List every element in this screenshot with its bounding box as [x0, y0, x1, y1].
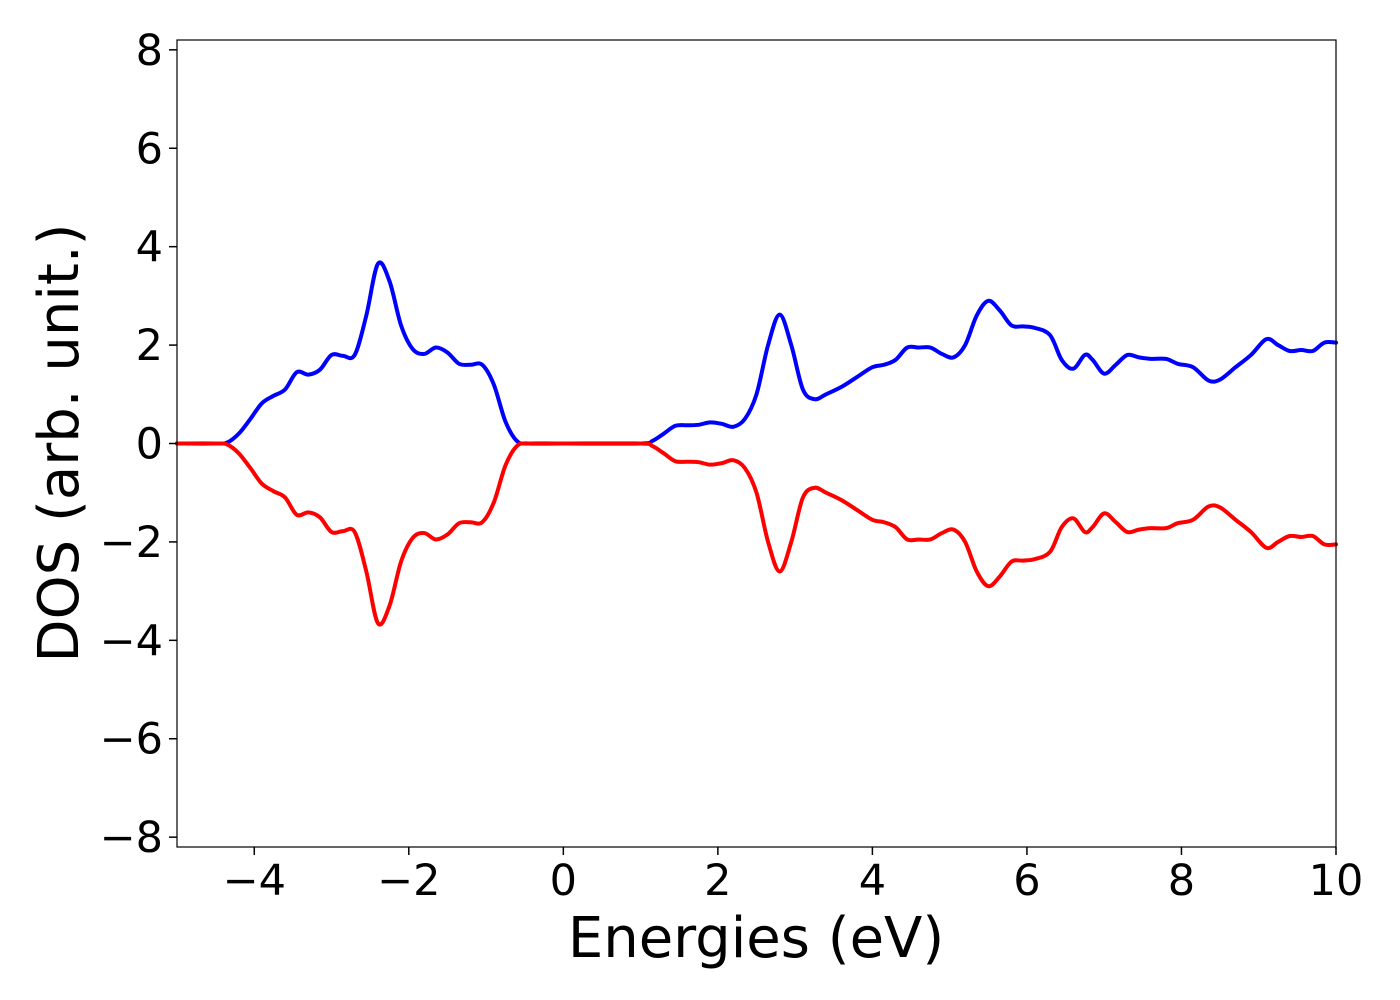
y-axis-ticks: 8 6 4 2 0 −2 −4 −6 −8 — [100, 26, 177, 863]
y-tick-label: −6 — [100, 715, 163, 765]
y-tick-label: −8 — [100, 813, 163, 863]
y-tick-label: 8 — [136, 26, 163, 76]
y-tick-label: −4 — [100, 616, 163, 666]
x-tick-label: −4 — [223, 856, 286, 906]
y-tick-label: −2 — [100, 518, 163, 568]
x-tick-label: 0 — [550, 856, 577, 906]
x-tick-label: 2 — [704, 856, 731, 906]
x-tick-label: 10 — [1309, 856, 1364, 906]
dos-spin-up-line — [175, 260, 1338, 446]
x-tick-label: 8 — [1168, 856, 1195, 906]
y-tick-label: 6 — [136, 124, 163, 174]
dos-spin-down-line — [175, 441, 1338, 627]
series-layer — [175, 260, 1338, 627]
y-tick-label: 4 — [136, 223, 163, 273]
x-axis-ticks: −4 −2 0 2 4 6 8 10 — [223, 847, 1364, 906]
y-tick-label: 0 — [136, 420, 163, 470]
x-tick-label: 4 — [859, 856, 886, 906]
y-axis-label: DOS (arb. unit.) — [27, 223, 92, 662]
x-tick-label: −2 — [377, 856, 440, 906]
y-tick-label: 2 — [136, 321, 163, 371]
x-axis-label: Energies (eV) — [568, 906, 944, 971]
x-tick-label: 6 — [1013, 856, 1040, 906]
